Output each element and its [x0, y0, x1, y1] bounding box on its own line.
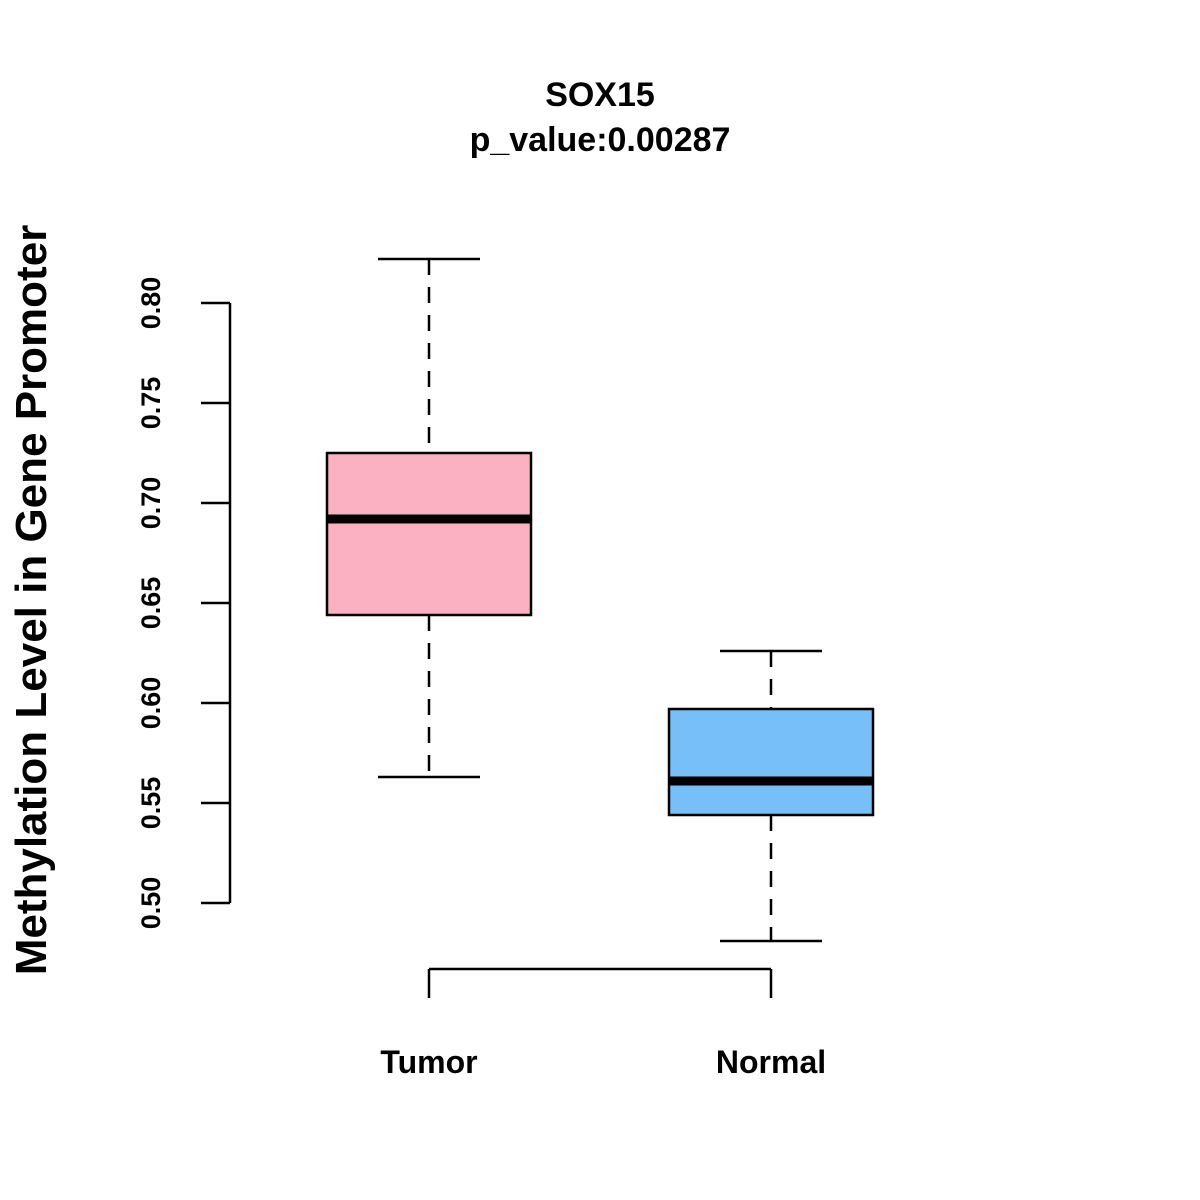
y-tick-label: 0.75: [136, 377, 166, 430]
y-tick-label: 0.65: [136, 577, 166, 630]
box-normal: [667, 649, 875, 943]
y-tick-label: 0.50: [136, 877, 166, 930]
y-tick-label: 0.55: [136, 777, 166, 830]
boxes: [325, 257, 875, 943]
y-axis: 0.50 0.55 0.60 0.65 0.70 0.75 0.80: [136, 277, 232, 930]
iqr-box: [667, 707, 875, 817]
x-category-label: Tumor: [380, 1044, 477, 1080]
chart-subtitle: p_value:0.00287: [470, 121, 731, 159]
group-bracket: Tumor Normal: [380, 967, 826, 1080]
y-tick-label: 0.70: [136, 477, 166, 530]
x-category-label: Normal: [716, 1044, 826, 1080]
y-tick-label: 0.80: [136, 277, 166, 330]
y-axis-label: Methylation Level in Gene Promoter: [7, 225, 56, 976]
chart-title: SOX15: [545, 76, 655, 114]
box-tumor: [325, 257, 533, 779]
y-tick-label: 0.60: [136, 677, 166, 730]
iqr-box: [325, 451, 533, 617]
